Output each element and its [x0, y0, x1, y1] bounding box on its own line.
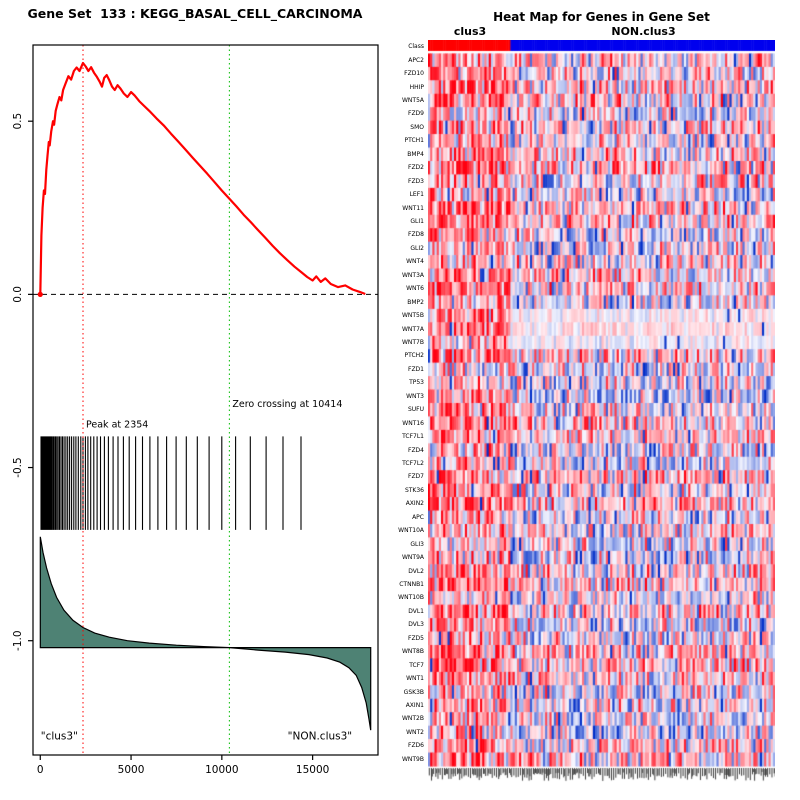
- heatmap-row-label: WNT3A: [401, 271, 424, 279]
- heatmap-row-label: FZD1: [408, 365, 424, 373]
- heatmap-row-label: AXIN1: [405, 702, 424, 709]
- x-tick-label: 0: [37, 764, 44, 776]
- x-tick-label: 5000: [118, 764, 145, 776]
- heatmap-row-label: FZD3: [408, 177, 424, 185]
- gsea-panel: Peak at 2354 Zero crossing at 10414 "clus3…: [0, 0, 390, 800]
- heatmap-row-label: WNT9B: [401, 755, 424, 763]
- heatmap-row-label: WNT3: [406, 392, 424, 400]
- peak-annotation: Peak at 2354: [86, 420, 148, 431]
- heatmap-row-label: WNT2B: [401, 715, 424, 723]
- zero-crossing-annotation: Zero crossing at 10414: [232, 399, 342, 410]
- heatmap-group-label-clus3: clus3: [453, 25, 487, 38]
- curve-start-dot: [37, 291, 43, 297]
- heatmap-row-label: Class: [408, 43, 424, 51]
- heatmap-canvas: [428, 40, 775, 782]
- heatmap-row-label: PTCH1: [404, 137, 424, 145]
- heatmap-row-label: WNT11: [402, 204, 424, 212]
- heatmap-row-label: STK36: [404, 486, 424, 494]
- heatmap-row-label: WNT4: [406, 258, 424, 266]
- heatmap-row-label: SUFU: [407, 406, 424, 414]
- heatmap-row-label: DVL3: [408, 621, 424, 629]
- y-tick-label: 0.5: [12, 113, 24, 130]
- plot-border: [32, 44, 379, 756]
- gene-hit-ticks: [40, 436, 302, 530]
- heatmap-row-label: FZD4: [408, 446, 424, 454]
- heatmap-row-label: SMO: [410, 123, 424, 131]
- x-tick-label: 15000: [296, 764, 329, 776]
- heatmap-row-label: WNT5A: [401, 97, 424, 104]
- heatmap-row-label: TCF7L1: [402, 433, 424, 441]
- heatmap-row-label: DVL1: [408, 607, 424, 615]
- heatmap-row-label: FZD8: [408, 231, 424, 239]
- heatmap-row-label: GSK3B: [403, 688, 424, 696]
- heatmap-row-label: LEF1: [409, 191, 424, 199]
- heatmap-row-label: BMP4: [407, 150, 424, 158]
- heatmap-row-label: WNT6: [406, 285, 424, 293]
- heatmap-row-label: FZD5: [408, 634, 424, 642]
- heatmap-row-label: WNT2: [406, 728, 424, 736]
- heatmap-row-label: FZD7: [408, 473, 424, 481]
- heatmap-row-label: GLI1: [410, 218, 424, 225]
- heatmap-row-label: WNT10A: [398, 527, 424, 535]
- y-tick-label: 0.0: [12, 286, 24, 303]
- heatmap-row-label: APC2: [408, 56, 424, 64]
- heatmap-row-label: WNT7B: [401, 339, 424, 346]
- heatmap-row-label: CTNNB1: [399, 581, 424, 588]
- heatmap-row-label: FZD2: [408, 164, 424, 172]
- heatmap-row-label: FZD10: [404, 70, 424, 78]
- heatmap-row-label: WNT8B: [401, 648, 424, 656]
- heatmap-row-label: TCF7L2: [402, 460, 424, 467]
- heatmap-row-label: WNT1: [406, 675, 424, 683]
- ranked-metric-area: [39, 536, 372, 731]
- y-tick-label: -1.0: [12, 630, 24, 651]
- heatmap-row-label: TCF7: [409, 661, 424, 669]
- x-tick-label: 10000: [205, 764, 238, 776]
- heatmap-group-label-nonclus3: NON.clus3: [611, 25, 676, 38]
- heatmap-row-label: PTCH2: [404, 352, 424, 360]
- enrichment-score-curve: [39, 61, 366, 296]
- heatmap-row-label: APC: [412, 513, 424, 521]
- gsea-plot: Peak at 2354 Zero crossing at 10414 "clus3…: [12, 44, 379, 776]
- right-group-label: "NON.clus3": [288, 730, 352, 742]
- heatmap-row-label: GLI3: [410, 540, 424, 548]
- heatmap-row-label: FZD6: [408, 742, 424, 750]
- heatmap-row-label: BMP2: [407, 298, 424, 306]
- heatmap-row-label: HHIP: [409, 83, 424, 91]
- heatmap-row-label: AXIN2: [405, 500, 424, 508]
- heatmap-row-label: TP53: [409, 379, 424, 387]
- left-group-label: "clus3": [41, 730, 78, 742]
- heatmap-row-label: WNT9A: [401, 554, 424, 562]
- y-tick-label: -0.5: [12, 457, 24, 478]
- heatmap-row-label: WNT10B: [398, 594, 424, 602]
- heatmap-row-labels: Class APC2 FZD10 HHIP WNT5A FZD9 SMO PTCH1 BMP4 F…: [390, 40, 426, 766]
- heatmap-title: Heat Map for Genes in Gene Set: [493, 10, 710, 24]
- heatmap-panel: Heat Map for Genes in Gene Set clus3 NON…: [390, 0, 800, 800]
- heatmap-row-label: WNT5B: [401, 312, 424, 320]
- heatmap-row-label: DVL2: [408, 567, 424, 575]
- gsea-title: Gene Set 133 : KEGG_BASAL_CELL_CARCINOMA: [27, 6, 363, 21]
- heatmap-row-label: FZD9: [408, 110, 424, 118]
- heatmap-row-label: WNT16: [402, 419, 424, 427]
- heatmap-row-label: GLI2: [410, 244, 424, 252]
- heatmap-row-label: WNT7A: [401, 325, 424, 333]
